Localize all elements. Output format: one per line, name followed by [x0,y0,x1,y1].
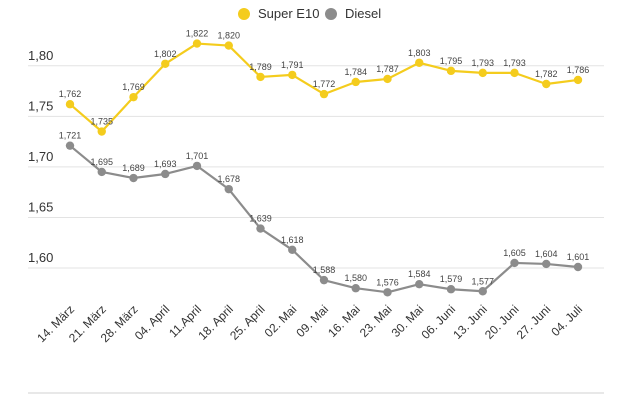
data-point [573,262,583,272]
data-label: 1,786 [567,65,590,75]
data-label: 1,678 [217,174,240,184]
x-tick-label: 13. Juni [450,302,490,342]
data-label: 1,802 [154,49,177,59]
data-point [510,68,519,78]
data-point [224,184,233,194]
data-point [351,284,360,293]
x-tick-label: 23. Mai [357,302,395,340]
data-label: 1,584 [408,269,431,279]
legend: Super E10 Diesel [238,6,381,21]
data-point [415,279,424,289]
x-tick-label: 16. Mai [325,302,363,340]
data-point [478,68,487,78]
series-layer: 1,762 1,735 1,769 1,802 1,822 1,820 1,789 1,791… [59,29,590,297]
data-point [97,167,106,177]
data-point [97,127,106,136]
data-point [256,72,265,82]
x-tick-label: 04. Juli [548,302,585,339]
x-tick-label: 06. Juni [419,302,459,342]
legend-swatch [238,8,250,20]
data-point [65,141,75,150]
data-label: 1,795 [440,56,463,66]
data-label: 1,793 [471,58,494,68]
data-label: 1,639 [249,214,272,224]
data-point [319,275,329,285]
y-axis-ticks: 1,60 1,65 1,70 1,75 1,80 [28,48,53,265]
data-point [319,89,329,99]
data-label: 1,576 [376,277,399,287]
data-point [351,77,360,87]
data-point [446,285,456,294]
y-tick-label: 1,70 [28,149,53,164]
data-point [256,224,265,233]
data-label: 1,601 [567,252,590,262]
data-label: 1,588 [313,265,336,275]
data-point [383,288,392,297]
data-point [224,41,233,50]
data-label: 1,769 [122,82,145,92]
data-label: 1,695 [90,157,113,167]
legend-label: Diesel [345,6,381,21]
data-point [192,39,202,48]
x-tick-label: 20. Juni [482,302,522,342]
data-point [542,79,551,89]
data-label: 1,605 [503,248,526,258]
data-label: 1,701 [186,151,209,161]
data-point [446,66,456,76]
y-tick-label: 1,75 [28,98,53,113]
data-point [288,245,297,255]
data-point [288,70,297,80]
data-label: 1,689 [122,163,145,173]
data-label: 1,803 [408,48,431,58]
x-tick-label: 02. Mai [262,302,300,340]
data-label: 1,721 [59,131,82,141]
data-point [161,59,170,68]
data-label: 1,784 [344,67,367,77]
data-label: 1,789 [249,62,272,72]
x-tick-label: 04. April [132,302,173,343]
y-tick-label: 1,60 [28,250,53,265]
data-point [415,58,424,67]
data-point [129,173,138,183]
data-label: 1,762 [59,89,82,99]
data-point [478,287,487,296]
data-label: 1,820 [217,31,240,41]
data-label: 1,782 [535,69,558,79]
x-tick-label: 27. Juni [514,302,554,342]
data-point [192,161,202,171]
data-label: 1,822 [186,29,209,39]
data-point [573,75,583,85]
y-tick-label: 1,80 [28,48,53,63]
data-label: 1,693 [154,159,177,169]
data-point [65,100,75,109]
data-label: 1,793 [503,58,526,68]
data-point [542,259,551,269]
data-label: 1,791 [281,60,304,70]
x-tick-label: 09. Mai [293,302,331,340]
data-label: 1,604 [535,249,558,259]
legend-label: Super E10 [258,6,319,21]
grid [28,65,604,269]
data-label: 1,579 [440,274,463,284]
data-label: 1,735 [90,117,113,127]
data-label: 1,787 [376,64,399,74]
y-tick-label: 1,65 [28,199,53,214]
data-label: 1,772 [313,79,336,89]
x-tick-label: 25. April [227,302,268,343]
data-label: 1,580 [344,273,367,283]
data-point [383,74,392,84]
data-point [129,92,138,102]
legend-swatch [325,8,337,20]
data-point [161,169,170,179]
data-label: 1,618 [281,235,304,245]
data-point [510,258,519,268]
data-label: 1,577 [471,276,494,286]
